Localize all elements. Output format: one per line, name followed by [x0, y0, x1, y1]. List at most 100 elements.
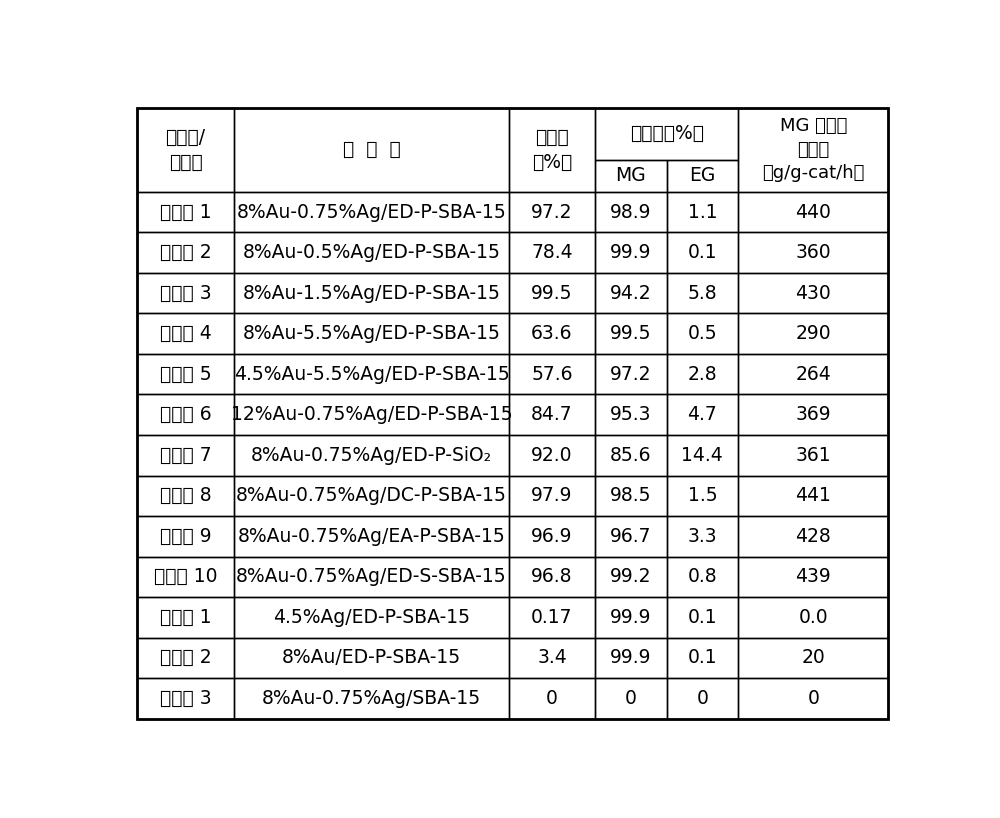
Text: 实施例 3: 实施例 3	[160, 284, 211, 303]
Text: 0.17: 0.17	[531, 608, 573, 627]
Bar	[234, 354, 509, 394]
Text: 439: 439	[795, 567, 831, 587]
Text: 360: 360	[795, 243, 831, 263]
Bar	[595, 556, 667, 597]
Bar	[137, 192, 234, 232]
Text: 8%Au/ED-P-SBA-15: 8%Au/ED-P-SBA-15	[282, 649, 461, 667]
Text: 0: 0	[696, 689, 708, 708]
Bar	[595, 678, 667, 718]
Text: 0.5: 0.5	[688, 324, 717, 344]
Text: 3.3: 3.3	[688, 527, 717, 546]
Text: 99.9: 99.9	[610, 243, 652, 263]
Bar	[234, 313, 509, 354]
Text: 99.5: 99.5	[531, 284, 573, 303]
Text: 实施例 10: 实施例 10	[154, 567, 217, 587]
Bar	[667, 160, 738, 192]
Bar	[234, 394, 509, 435]
Text: 98.5: 98.5	[610, 486, 652, 506]
Text: 92.0: 92.0	[531, 446, 573, 465]
Text: 催  化  剂: 催 化 剂	[343, 140, 400, 160]
Text: 8%Au-0.75%Ag/ED-P-SBA-15: 8%Au-0.75%Ag/ED-P-SBA-15	[237, 203, 506, 222]
Bar	[234, 678, 509, 718]
Text: 8%Au-5.5%Ag/ED-P-SBA-15: 8%Au-5.5%Ag/ED-P-SBA-15	[243, 324, 500, 344]
Text: 实施例 8: 实施例 8	[160, 486, 211, 506]
Bar	[667, 394, 738, 435]
Text: 实施例 5: 实施例 5	[160, 365, 211, 384]
Bar	[738, 516, 888, 556]
Bar	[738, 637, 888, 678]
Bar	[595, 354, 667, 394]
Bar	[667, 435, 738, 475]
Text: MG 质量时
空产率
（g/g-cat/h）: MG 质量时 空产率 （g/g-cat/h）	[762, 117, 864, 182]
Bar	[595, 108, 738, 160]
Bar	[667, 556, 738, 597]
Bar	[595, 637, 667, 678]
Bar	[595, 435, 667, 475]
Bar	[137, 108, 234, 192]
Bar	[595, 192, 667, 232]
Bar	[595, 273, 667, 313]
Bar	[595, 516, 667, 556]
Bar	[509, 516, 595, 556]
Bar	[234, 475, 509, 516]
Text: 63.6: 63.6	[531, 324, 573, 344]
Bar	[738, 394, 888, 435]
Bar	[137, 475, 234, 516]
Bar	[509, 597, 595, 637]
Text: 0.1: 0.1	[688, 608, 717, 627]
Bar	[234, 108, 509, 192]
Bar	[509, 273, 595, 313]
Text: 290: 290	[795, 324, 831, 344]
Bar	[738, 556, 888, 597]
Text: 5.8: 5.8	[688, 284, 717, 303]
Text: 对比例 1: 对比例 1	[160, 608, 211, 627]
Bar	[234, 516, 509, 556]
Bar	[667, 313, 738, 354]
Bar	[738, 435, 888, 475]
Bar	[509, 435, 595, 475]
Text: 0.1: 0.1	[688, 649, 717, 667]
Text: 0: 0	[546, 689, 558, 708]
Text: 94.2: 94.2	[610, 284, 652, 303]
Bar	[509, 678, 595, 718]
Text: 78.4: 78.4	[531, 243, 573, 263]
Text: 20: 20	[801, 649, 825, 667]
Text: 实施例 6: 实施例 6	[160, 405, 211, 425]
Bar	[137, 313, 234, 354]
Text: 95.3: 95.3	[610, 405, 652, 425]
Text: 85.6: 85.6	[610, 446, 652, 465]
Text: 57.6: 57.6	[531, 365, 573, 384]
Bar	[137, 597, 234, 637]
Text: 99.2: 99.2	[610, 567, 652, 587]
Text: 96.7: 96.7	[610, 527, 652, 546]
Text: 8%Au-0.5%Ag/ED-P-SBA-15: 8%Au-0.5%Ag/ED-P-SBA-15	[243, 243, 500, 263]
Text: 428: 428	[795, 527, 831, 546]
Bar	[509, 394, 595, 435]
Bar	[509, 313, 595, 354]
Text: 0.1: 0.1	[688, 243, 717, 263]
Bar	[137, 435, 234, 475]
Bar	[595, 232, 667, 273]
Bar	[595, 160, 667, 192]
Text: 8%Au-0.75%Ag/ED-P-SiO₂: 8%Au-0.75%Ag/ED-P-SiO₂	[251, 446, 492, 465]
Text: 361: 361	[795, 446, 831, 465]
Bar	[738, 354, 888, 394]
Text: 对比例 3: 对比例 3	[160, 689, 211, 708]
Text: MG: MG	[616, 166, 646, 186]
Bar	[595, 394, 667, 435]
Bar	[595, 597, 667, 637]
Text: 选择性（%）: 选择性（%）	[630, 124, 704, 143]
Text: 对比例 2: 对比例 2	[160, 649, 211, 667]
Bar	[137, 273, 234, 313]
Text: 96.9: 96.9	[531, 527, 573, 546]
Bar	[509, 637, 595, 678]
Text: 96.8: 96.8	[531, 567, 573, 587]
Text: 440: 440	[795, 203, 831, 222]
Text: 0: 0	[625, 689, 637, 708]
Bar	[234, 192, 509, 232]
Text: 8%Au-1.5%Ag/ED-P-SBA-15: 8%Au-1.5%Ag/ED-P-SBA-15	[243, 284, 500, 303]
Text: 4.5%Au-5.5%Ag/ED-P-SBA-15: 4.5%Au-5.5%Ag/ED-P-SBA-15	[234, 365, 509, 384]
Text: 12%Au-0.75%Ag/ED-P-SBA-15: 12%Au-0.75%Ag/ED-P-SBA-15	[231, 405, 512, 425]
Bar	[667, 232, 738, 273]
Bar	[137, 516, 234, 556]
